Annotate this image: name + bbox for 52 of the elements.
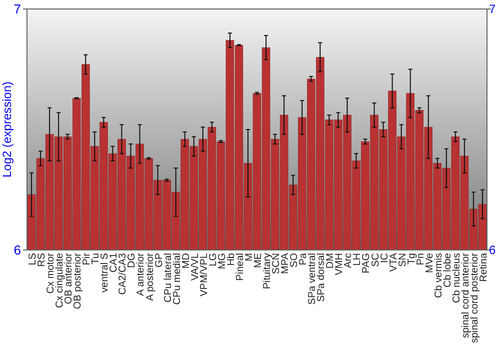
x-tick-label: PAG: [361, 252, 372, 274]
x-tick-label: CA2/CA3: [118, 252, 129, 295]
x-tick-label: Pituitary: [262, 253, 274, 290]
x-tick-label: OB anterior: [64, 252, 75, 304]
x-tick-label: Pir: [82, 252, 93, 266]
x-tick-label: ventral S: [100, 252, 111, 292]
x-tick-label: CPu lateral: [162, 253, 174, 302]
x-tick-label: VTA: [388, 252, 400, 272]
x-tick-label: Cb lobe: [442, 252, 454, 288]
x-tick-label: SCN: [271, 253, 282, 274]
x-tick-label: Arc: [343, 253, 354, 268]
x-tick-label: Cb vermis: [433, 253, 444, 298]
x-tick-label: MG: [216, 252, 228, 270]
x-tick-label: Tu: [90, 253, 102, 264]
x-tick-label: IC: [379, 253, 390, 263]
y-axis-title: Log2 (expression): [0, 81, 14, 178]
x-tick-label: A posterior: [144, 252, 156, 301]
x-tick-label: OB posterior: [72, 252, 84, 310]
x-tick-label: A anterior: [136, 252, 147, 296]
x-tick-label: Pn: [415, 253, 426, 266]
x-tick-label: CPu medial: [172, 253, 183, 305]
x-tick-label: SPa dorsal: [316, 253, 328, 302]
x-tick-label: DM: [325, 253, 336, 269]
x-tick-label: SN: [397, 253, 408, 267]
x-tick-label: Cx cingulate: [54, 252, 66, 308]
x-tick-label: MPA: [280, 252, 292, 274]
x-tick-label: Hb: [226, 252, 237, 266]
x-tick-label: Pineal: [234, 253, 246, 281]
x-tick-label: VA/VL: [190, 252, 201, 281]
x-tick-label: Tg: [406, 253, 418, 265]
x-tick-label: CA1: [108, 252, 120, 272]
x-tick-label: LH: [352, 253, 364, 266]
y2-tick-label: 7: [489, 2, 496, 16]
x-tick-label: ME: [253, 252, 264, 268]
x-tick-label: M: [244, 253, 255, 262]
x-tick-label: VMH: [334, 253, 346, 276]
x-tick-label: LG: [208, 252, 219, 266]
x-tick-label: Pa: [298, 252, 310, 266]
x-tick-label: GP: [154, 252, 165, 268]
x-tick-label: Cb nucleus: [451, 253, 462, 304]
x-tick-label: MVe: [424, 252, 436, 274]
x-tick-label: RS: [36, 252, 48, 267]
x-tick-label: VPM/VPL: [198, 252, 210, 296]
x-tick-label: spinal cord posterior: [469, 252, 480, 344]
x-tick-label: DG: [126, 252, 138, 268]
x-tick-label: SO: [289, 252, 300, 268]
x-tick-label: MD: [180, 253, 192, 269]
x-tick-label: LS: [28, 252, 39, 266]
x-tick-label: Retina: [478, 252, 490, 282]
x-tick-label: spinal cord anterior: [460, 252, 472, 338]
x-tick-label: SC: [370, 253, 382, 267]
y2-tick-label: 6: [489, 243, 496, 258]
